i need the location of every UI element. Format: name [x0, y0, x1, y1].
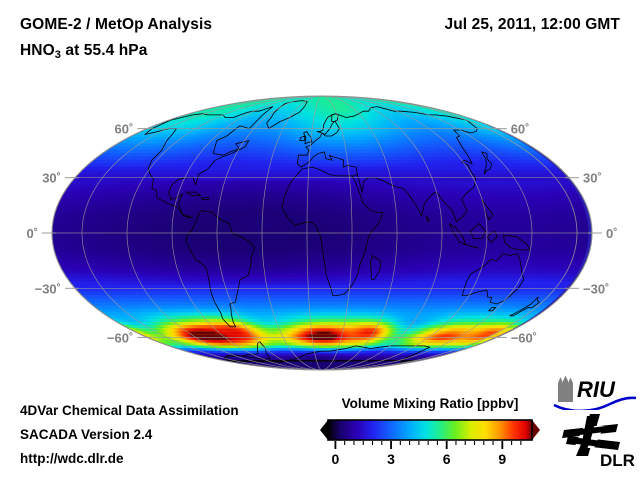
species-subscript: 3 — [54, 49, 61, 61]
colorbar-ticks — [334, 441, 522, 449]
map-field — [52, 96, 592, 370]
footer-line-version: SACADA Version 2.4 — [20, 427, 153, 442]
lat-label-right: −30˚ — [583, 281, 609, 296]
footer-line-url[interactable]: http://wdc.dlr.de — [20, 451, 124, 466]
lat-label-left: 30˚ — [42, 171, 61, 186]
riu-wordmark: RIU — [577, 377, 616, 402]
species-label: HNO3 at 55.4 hPa — [20, 42, 147, 61]
lat-label-right: −60˚ — [511, 330, 537, 345]
lat-label-right: 0˚ — [606, 226, 618, 241]
colorbar-tick-label: 0 — [332, 451, 340, 467]
footer-line-method: 4DVar Chemical Data Assimilation — [20, 403, 239, 418]
dlr-wordmark: DLR — [600, 451, 635, 470]
timestamp: Jul 25, 2011, 12:00 GMT — [444, 16, 620, 33]
map-panel: 60˚ 60˚ 30˚ 30˚ 0˚ 0˚ −30˚ −30˚ −60˚ −60˚ — [0, 70, 640, 380]
colorbar-tick-label: 3 — [387, 451, 395, 467]
lat-label-left: 0˚ — [26, 226, 38, 241]
colorbar-frame — [327, 419, 533, 441]
lat-label-right: 60˚ — [511, 122, 530, 137]
dlr-pinwheel-blades — [563, 416, 618, 456]
colorbar-scale: 0 3 6 9 — [320, 419, 540, 467]
lat-label-left: −30˚ — [35, 281, 61, 296]
species-prefix: HNO — [20, 42, 55, 59]
page-title: GOME-2 / MetOp Analysis — [20, 16, 213, 33]
lat-label-left: 60˚ — [115, 122, 134, 137]
riu-wave-icon — [553, 396, 637, 410]
dlr-logo[interactable]: DLR — [560, 412, 638, 472]
colorbar-gradient — [328, 420, 532, 440]
lat-label-right: 30˚ — [583, 171, 602, 186]
logo-group: RIU DLR — [548, 372, 640, 472]
colorbar-cap-low — [320, 420, 328, 440]
riu-logo[interactable]: RIU — [548, 372, 640, 410]
species-level: at 55.4 hPa — [60, 42, 148, 59]
colorbar-title: Volume Mixing Ratio [ppbv] — [341, 396, 519, 411]
lat-label-left: −60˚ — [107, 330, 133, 345]
mollweide-map: 60˚ 60˚ 30˚ 30˚ 0˚ 0˚ −30˚ −30˚ −60˚ −60˚ — [26, 95, 618, 371]
colorbar-tick-label: 9 — [498, 451, 506, 467]
data-cells — [52, 96, 589, 370]
colorbar: Volume Mixing Ratio [ppbv] 0 3 6 9 — [310, 396, 550, 476]
colorbar-tick-labels: 0 3 6 9 — [332, 451, 507, 467]
latitude-labels: 60˚ 60˚ 30˚ 30˚ 0˚ 0˚ −30˚ −30˚ −60˚ −60˚ — [26, 122, 617, 346]
colorbar-tick-label: 6 — [443, 451, 451, 467]
graticule — [55, 96, 591, 370]
riu-tower-icon — [558, 375, 573, 402]
colorbar-cap-high — [532, 420, 540, 440]
